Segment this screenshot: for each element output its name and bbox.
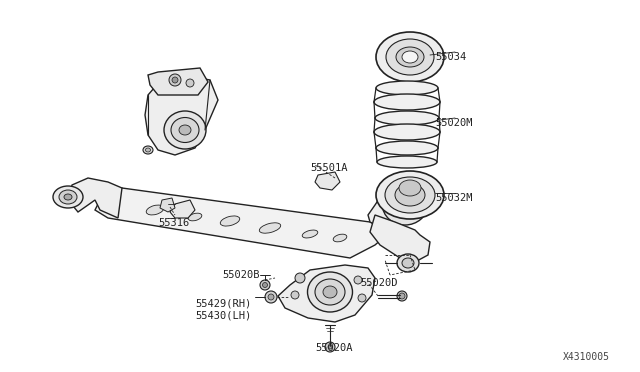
Ellipse shape	[376, 141, 438, 155]
Ellipse shape	[302, 230, 318, 238]
Ellipse shape	[399, 180, 421, 196]
Circle shape	[328, 345, 332, 349]
Circle shape	[260, 280, 270, 290]
Polygon shape	[315, 172, 340, 190]
Ellipse shape	[374, 94, 440, 110]
Polygon shape	[278, 265, 375, 322]
Ellipse shape	[64, 194, 72, 200]
Ellipse shape	[323, 286, 337, 298]
Ellipse shape	[402, 258, 414, 268]
Ellipse shape	[171, 118, 199, 142]
Ellipse shape	[259, 223, 281, 233]
Ellipse shape	[315, 279, 345, 305]
Ellipse shape	[179, 125, 191, 135]
Text: X4310005: X4310005	[563, 352, 610, 362]
Circle shape	[325, 342, 335, 352]
Circle shape	[186, 79, 194, 87]
Text: 55032M: 55032M	[435, 193, 472, 203]
Ellipse shape	[220, 216, 240, 226]
Ellipse shape	[386, 39, 434, 75]
Circle shape	[172, 77, 178, 83]
Polygon shape	[68, 178, 122, 218]
Ellipse shape	[395, 184, 425, 206]
Polygon shape	[368, 185, 420, 232]
Polygon shape	[170, 200, 195, 218]
Circle shape	[397, 291, 407, 301]
Ellipse shape	[164, 111, 206, 149]
Ellipse shape	[376, 81, 438, 95]
Ellipse shape	[376, 171, 444, 219]
Ellipse shape	[188, 213, 202, 221]
Text: 55430(LH): 55430(LH)	[195, 311, 252, 321]
Ellipse shape	[374, 124, 440, 140]
Circle shape	[262, 282, 268, 288]
Circle shape	[265, 291, 277, 303]
Polygon shape	[370, 215, 430, 262]
Ellipse shape	[402, 51, 418, 63]
Text: 55020D: 55020D	[360, 278, 397, 288]
Ellipse shape	[146, 205, 164, 215]
Ellipse shape	[59, 190, 77, 204]
Text: 55316: 55316	[158, 218, 189, 228]
Ellipse shape	[383, 185, 428, 225]
Ellipse shape	[397, 254, 419, 272]
Polygon shape	[160, 198, 175, 212]
Text: 55034: 55034	[435, 52, 467, 62]
Circle shape	[358, 294, 366, 302]
Circle shape	[295, 273, 305, 283]
Circle shape	[399, 293, 405, 299]
Text: 55429(RH): 55429(RH)	[195, 299, 252, 309]
Polygon shape	[148, 68, 208, 95]
Ellipse shape	[375, 111, 439, 125]
Ellipse shape	[385, 177, 435, 213]
Ellipse shape	[333, 234, 347, 242]
Ellipse shape	[396, 47, 424, 67]
Polygon shape	[145, 72, 218, 155]
Ellipse shape	[307, 272, 353, 312]
Text: 55020A: 55020A	[315, 343, 353, 353]
Ellipse shape	[377, 156, 437, 168]
Text: 55020B: 55020B	[222, 270, 259, 280]
Ellipse shape	[391, 192, 419, 218]
Text: 55020M: 55020M	[435, 118, 472, 128]
Circle shape	[354, 276, 362, 284]
Polygon shape	[95, 188, 390, 258]
Circle shape	[291, 291, 299, 299]
Circle shape	[268, 294, 274, 300]
Ellipse shape	[53, 186, 83, 208]
Ellipse shape	[143, 146, 153, 154]
Ellipse shape	[145, 148, 150, 152]
Circle shape	[169, 74, 181, 86]
Ellipse shape	[376, 32, 444, 82]
Ellipse shape	[399, 200, 411, 210]
Text: 55501A: 55501A	[310, 163, 348, 173]
